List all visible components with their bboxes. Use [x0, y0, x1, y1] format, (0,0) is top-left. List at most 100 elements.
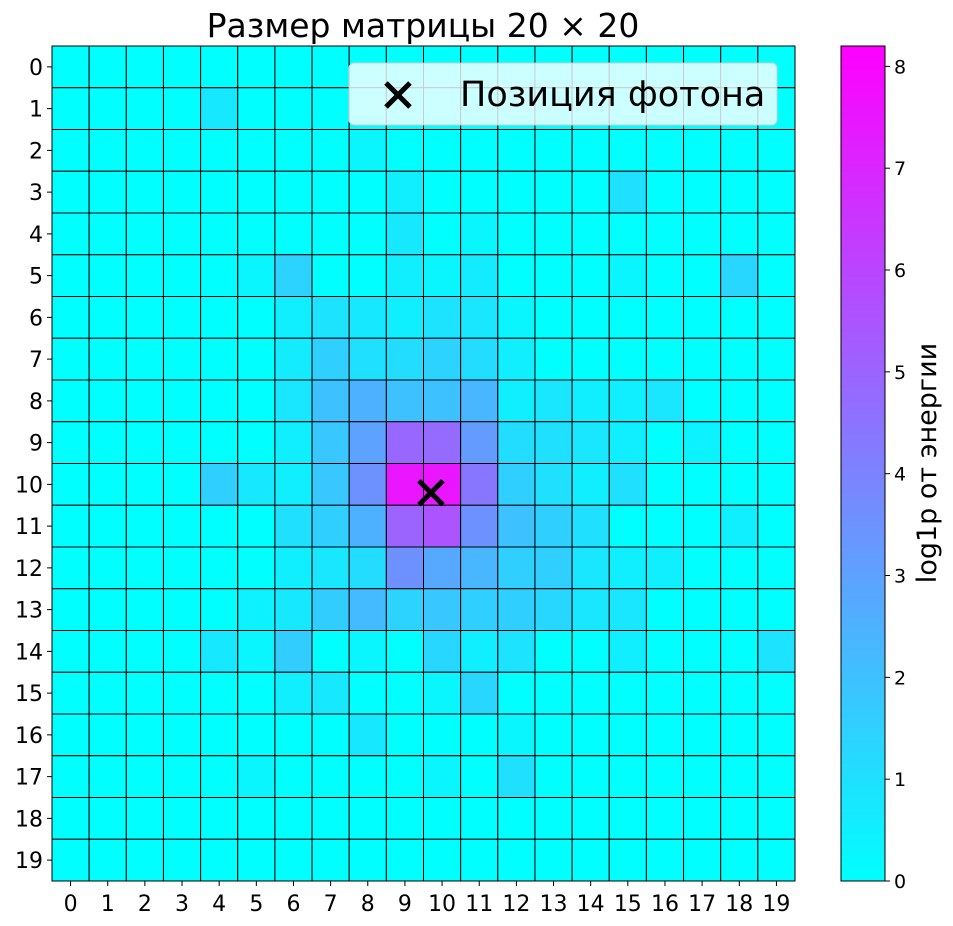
colorbar-tick-label: 8	[894, 56, 906, 78]
heatmap-cell	[51, 588, 90, 631]
chart-title: Размер матрицы 20 × 20	[207, 6, 640, 45]
heatmap-cell	[237, 379, 276, 423]
heatmap-cell	[51, 87, 90, 130]
heatmap-cell	[125, 755, 164, 798]
heatmap-cell	[125, 588, 164, 631]
heatmap-cell	[683, 129, 722, 172]
colorbar	[841, 46, 885, 881]
heatmap-cell	[757, 254, 796, 297]
heatmap-cell	[200, 504, 239, 548]
heatmap-cell	[311, 504, 350, 548]
heatmap-cell	[757, 337, 796, 381]
heatmap-cell	[423, 546, 462, 590]
x-axis-ticks: 0 1 2 3 4 5 6 7 8 9 10 11 12 13 14 15 16 17 18 19	[64, 881, 790, 917]
heatmap-cell	[720, 713, 759, 757]
heatmap-cell	[534, 713, 573, 757]
heatmap-cell	[608, 797, 647, 840]
heatmap-cell	[311, 379, 350, 423]
heatmap-cell	[460, 588, 499, 631]
heatmap-cell	[720, 212, 759, 256]
heatmap-cell	[237, 212, 276, 256]
heatmap-cell	[534, 838, 573, 882]
x-tick-label: 12	[502, 892, 530, 917]
heatmap-cell	[757, 379, 796, 423]
heatmap-cell	[460, 671, 499, 715]
heatmap-cell	[51, 254, 90, 297]
heatmap-cell	[608, 170, 647, 214]
heatmap-cell	[51, 838, 90, 882]
heatmap-cell	[683, 170, 722, 214]
x-tick-label: 19	[762, 892, 790, 917]
colorbar-tick-label: 4	[894, 464, 906, 486]
heatmap-cell	[162, 797, 202, 840]
heatmap-cell	[534, 797, 573, 840]
heatmap-cell	[720, 504, 759, 548]
heatmap-cell	[497, 463, 536, 506]
heatmap-cell	[385, 296, 425, 339]
heatmap-cell	[571, 546, 610, 590]
heatmap-cell	[200, 421, 239, 464]
heatmap-cell	[497, 671, 536, 715]
heatmap-cell	[423, 337, 462, 381]
heatmap-cell	[497, 170, 536, 214]
heatmap-cell	[348, 129, 387, 172]
heatmap-cell	[683, 838, 722, 882]
heatmap-cell	[237, 45, 276, 89]
y-tick-label: 9	[29, 432, 43, 457]
heatmap-cell	[720, 379, 759, 423]
heatmap-cell	[423, 254, 462, 297]
heatmap-cell	[757, 630, 796, 673]
heatmap-cell	[385, 588, 425, 631]
heatmap-cell	[571, 797, 610, 840]
heatmap-cell	[423, 379, 462, 423]
heatmap-cell	[571, 671, 610, 715]
heatmap-cell	[683, 713, 722, 757]
y-tick-label: 6	[29, 306, 43, 331]
heatmap-cell	[200, 379, 239, 423]
heatmap-cell	[88, 379, 127, 423]
heatmap-cell	[88, 421, 127, 464]
heatmap-cell	[423, 755, 462, 798]
x-tick-label: 9	[398, 892, 412, 917]
heatmap-cell	[460, 713, 499, 757]
heatmap-cell	[757, 797, 796, 840]
heatmap-cell	[348, 588, 387, 631]
heatmap-cell	[162, 713, 202, 757]
heatmap-cell	[51, 45, 90, 89]
heatmap-cell	[385, 337, 425, 381]
heatmap-cell	[88, 212, 127, 256]
heatmap-cell	[460, 797, 499, 840]
y-tick-label: 7	[29, 348, 43, 373]
y-tick-label: 5	[29, 265, 43, 290]
heatmap-cell	[757, 296, 796, 339]
heatmap-cell	[608, 379, 647, 423]
heatmap-cell	[88, 797, 127, 840]
heatmap-cell	[460, 379, 499, 423]
heatmap-cell	[200, 671, 239, 715]
heatmap-cell	[88, 463, 127, 506]
heatmap-cell	[757, 504, 796, 548]
heatmap-cell	[88, 546, 127, 590]
heatmap-cell	[274, 504, 313, 548]
heatmap-cell	[385, 797, 425, 840]
heatmap-cell	[497, 379, 536, 423]
heatmap-cell	[757, 671, 796, 715]
heatmap-cell	[683, 379, 722, 423]
heatmap-cell	[645, 337, 685, 381]
heatmap-cell	[125, 838, 164, 882]
heatmap-cell	[645, 713, 685, 757]
heatmap-cell	[162, 87, 202, 130]
heatmap-cell	[460, 630, 499, 673]
legend-x-marker-icon	[384, 81, 412, 109]
heatmap-cell	[757, 588, 796, 631]
heatmap-cell	[51, 797, 90, 840]
heatmap-cell	[423, 170, 462, 214]
heatmap-cell	[534, 463, 573, 506]
heatmap-cell	[348, 630, 387, 673]
heatmap-cell	[311, 212, 350, 256]
heatmap-cell	[274, 254, 313, 297]
heatmap-cell	[683, 337, 722, 381]
heatmap-cell	[274, 463, 313, 506]
